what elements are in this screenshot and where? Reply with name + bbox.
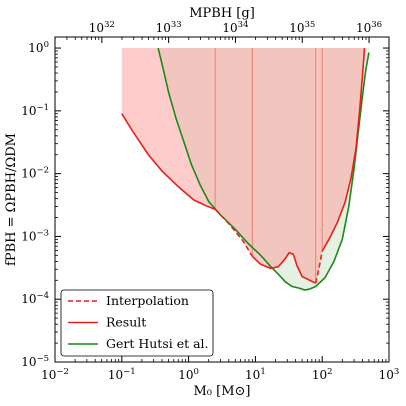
legend-label: Interpolation xyxy=(106,293,189,308)
result-fill-region xyxy=(121,48,365,284)
top-axis-label: MPBH [g] xyxy=(189,6,255,21)
y-tick-label: 10−5 xyxy=(21,354,49,369)
fill-regions xyxy=(121,48,369,291)
y-tick-label: 10−3 xyxy=(21,228,49,243)
x-tick-label: 103 xyxy=(379,367,400,382)
plot-frame xyxy=(54,36,390,363)
x-axis-label: M₀ [M⊙] xyxy=(193,384,250,399)
legend-box xyxy=(60,289,214,357)
top-tick-label: 1034 xyxy=(222,20,248,35)
axes: 10−2 10−1 100 101 102 103 100 10−1 10−2 10−3 10−4 1… xyxy=(4,6,399,399)
top-tick-label: 1032 xyxy=(89,20,115,35)
y-tick-label: 10−1 xyxy=(21,103,49,118)
result-line xyxy=(251,251,317,284)
x-tick-label: 102 xyxy=(312,367,333,382)
legend-label: Result xyxy=(106,315,146,330)
interpolation-line xyxy=(214,208,254,257)
y-tick-label: 10−4 xyxy=(21,291,49,306)
y-tick-label: 100 xyxy=(28,40,49,55)
y-axis-label: fPBH = ΩPBH/ΩDM xyxy=(4,133,19,266)
top-tick-label: 1035 xyxy=(289,20,315,35)
x-tick-label: 10−2 xyxy=(41,367,69,382)
y-tick-label: 10−2 xyxy=(21,166,49,181)
x-tick-label: 10−1 xyxy=(108,367,136,382)
result-line xyxy=(121,113,216,211)
gert-hutsi-line xyxy=(157,47,370,291)
x-tick-label: 101 xyxy=(245,367,266,382)
x-tick-label: 100 xyxy=(178,367,199,382)
result-vertical-lines xyxy=(214,48,323,284)
series-lines xyxy=(121,47,370,291)
interpolation-line xyxy=(314,251,323,284)
top-tick-label: 1036 xyxy=(356,20,382,35)
legend: Interpolation Result Gert Hutsi et al. xyxy=(60,289,214,357)
top-tick-label: 1033 xyxy=(156,20,182,35)
result-line xyxy=(321,48,366,252)
legend-label: Gert Hutsi et al. xyxy=(106,336,209,351)
